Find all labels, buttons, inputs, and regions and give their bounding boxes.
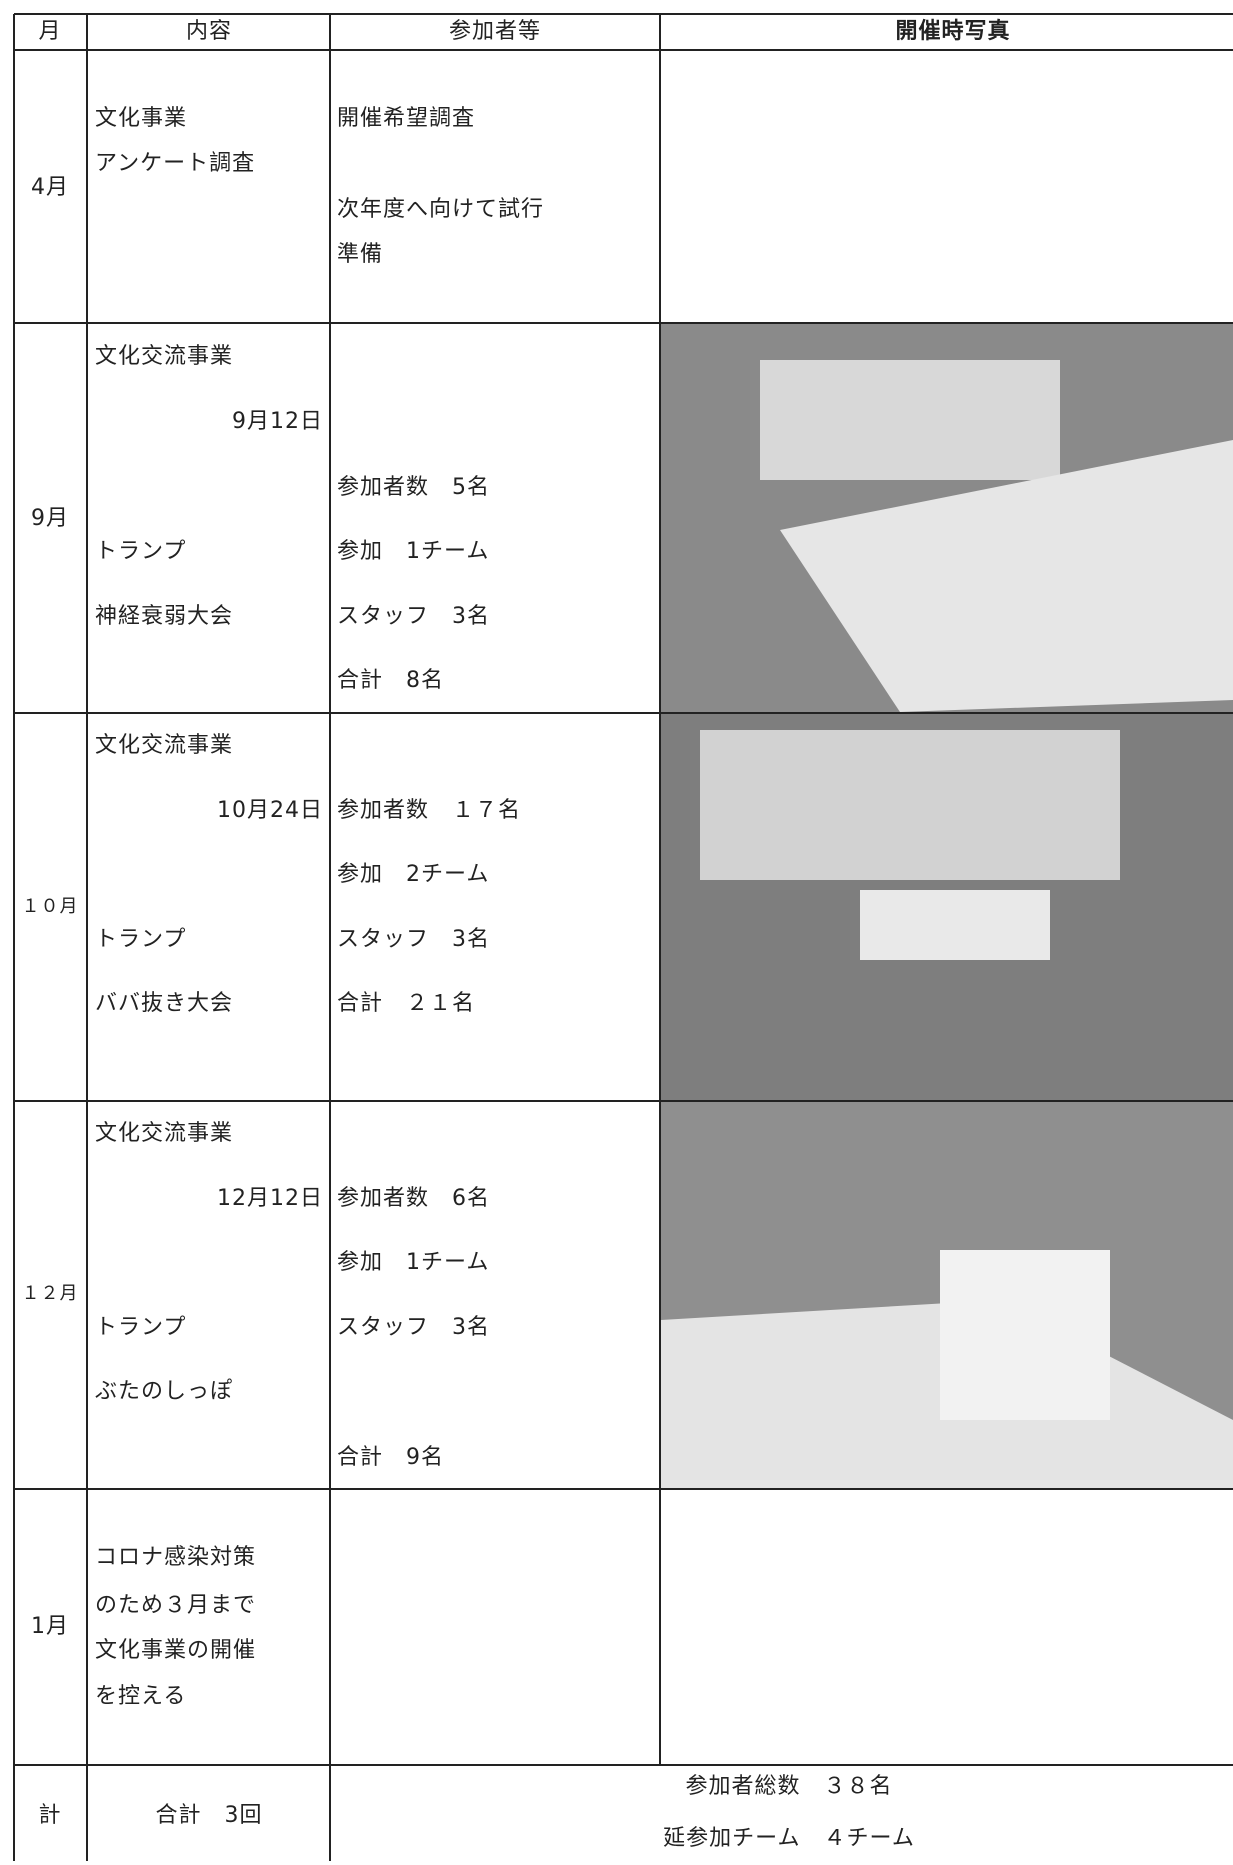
- participant-line: 準備: [337, 242, 383, 267]
- content-line: 文化交流事業: [95, 1121, 233, 1146]
- total-summary: 参加者総数 ３８名: [685, 1774, 892, 1799]
- participant-line: 合計 9名: [337, 1445, 444, 1470]
- photo: [940, 1250, 1110, 1420]
- month-cell: 1月: [31, 1614, 69, 1639]
- content-line: を控える: [95, 1684, 186, 1709]
- content-line: 文化交流事業: [95, 344, 233, 369]
- content-line: トランプ: [95, 927, 186, 952]
- content-line: 文化交流事業: [95, 733, 233, 758]
- participant-line: 合計 ２１名: [337, 991, 475, 1016]
- photos: [661, 324, 1233, 1488]
- total-summary: 延参加チーム ４チーム: [663, 1826, 915, 1851]
- event-date: 10月24日: [217, 798, 323, 823]
- month-cell: １０月: [22, 896, 79, 917]
- photo: [700, 730, 1120, 880]
- content-line: 文化事業: [95, 106, 187, 131]
- participant-line: 参加者数 6名: [337, 1186, 490, 1211]
- content-line: 神経衰弱大会: [95, 604, 233, 629]
- content-line: トランプ: [95, 1315, 186, 1340]
- total-label: 計: [38, 1803, 61, 1828]
- participant-line: スタッフ 3名: [337, 604, 490, 629]
- content-line: 文化事業の開催: [95, 1638, 256, 1663]
- header-cell: 月: [38, 19, 61, 44]
- header-cell: 内容: [186, 19, 232, 44]
- participant-line: 参加者数 5名: [337, 475, 490, 500]
- photo: [860, 890, 1050, 960]
- participant-line: 参加者数 １７名: [337, 798, 521, 823]
- content-line: アンケート調査: [95, 151, 255, 176]
- participant-line: 参加 1チーム: [337, 539, 489, 564]
- content-line: ぶたのしっぽ: [95, 1379, 233, 1404]
- table-grid: [13, 13, 1233, 1861]
- month-cell: １２月: [22, 1283, 79, 1304]
- photo: [780, 440, 1233, 712]
- content-line: トランプ: [95, 539, 186, 564]
- participant-line: 合計 8名: [337, 668, 444, 693]
- month-cell: 4月: [31, 175, 69, 200]
- participant-line: 次年度へ向けて試行: [337, 197, 544, 222]
- participant-line: 参加 2チーム: [337, 862, 489, 887]
- content-line: ババ抜き大会: [95, 991, 233, 1016]
- header-cell: 参加者等: [449, 19, 541, 44]
- content-line: のため３月まで: [95, 1593, 256, 1618]
- header-cell: 開催時写真: [895, 18, 1010, 44]
- participant-line: スタッフ 3名: [337, 1315, 490, 1340]
- participant-line: 参加 1チーム: [337, 1250, 489, 1275]
- event-date: 9月12日: [232, 409, 323, 434]
- total-count: 合計 3回: [156, 1803, 263, 1828]
- month-cell: 9月: [31, 506, 69, 531]
- participant-line: スタッフ 3名: [337, 927, 490, 952]
- participant-line: 開催希望調査: [337, 106, 475, 131]
- content-line: コロナ感染対策: [95, 1545, 256, 1570]
- photo: [760, 360, 1060, 480]
- event-date: 12月12日: [217, 1186, 323, 1211]
